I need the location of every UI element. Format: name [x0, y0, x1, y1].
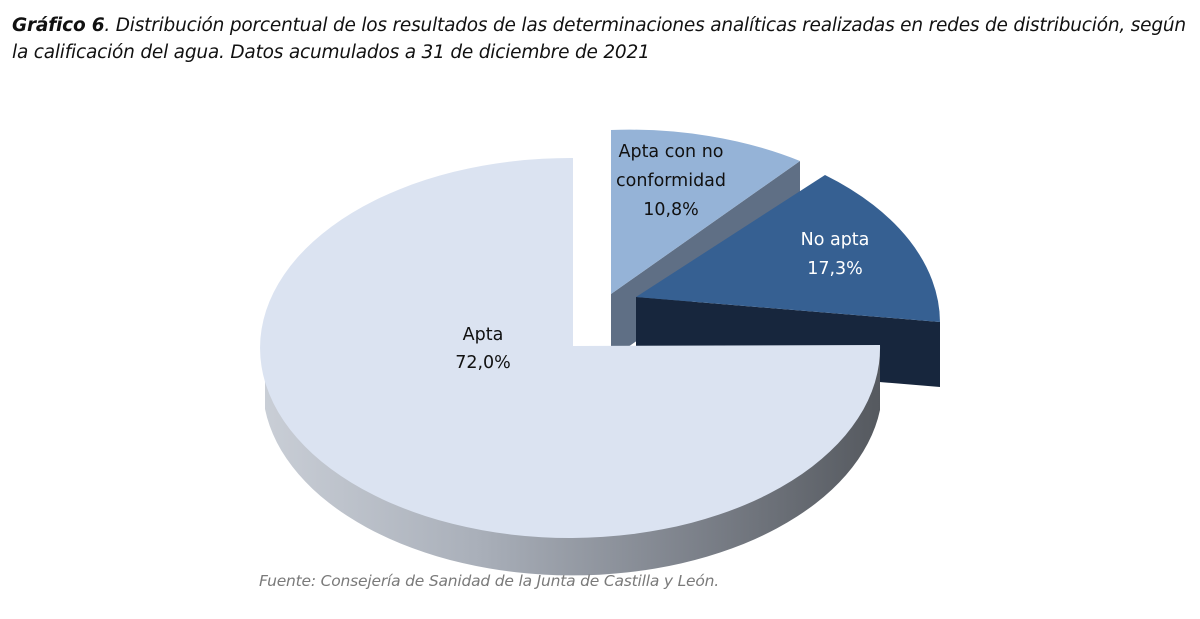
label-apta-name: Apta [463, 325, 504, 345]
slice-apta [260, 157, 881, 576]
label-no-apta-name: No apta [801, 230, 870, 250]
caption-prefix: Gráfico 6 [12, 15, 105, 36]
label-apta-nc-value: 10,8% [643, 200, 699, 220]
source-note: Fuente: Consejería de Sanidad de la Junt… [259, 572, 719, 590]
label-no-apta: No apta 17,3% [801, 230, 870, 279]
label-apta: Apta 72,0% [455, 325, 511, 373]
label-apta-value: 72,0% [455, 353, 511, 373]
label-apta-nc-line1: Apta con no [618, 142, 723, 162]
label-apta-con-no-conformidad: Apta con no conformidad 10,8% [616, 142, 726, 220]
label-no-apta-value: 17,3% [807, 259, 863, 279]
label-apta-nc-line2: conformidad [616, 171, 726, 191]
caption-text: . Distribución porcentual de los resulta… [12, 15, 1186, 63]
chart-caption: Gráfico 6. Distribución porcentual de lo… [12, 12, 1192, 66]
